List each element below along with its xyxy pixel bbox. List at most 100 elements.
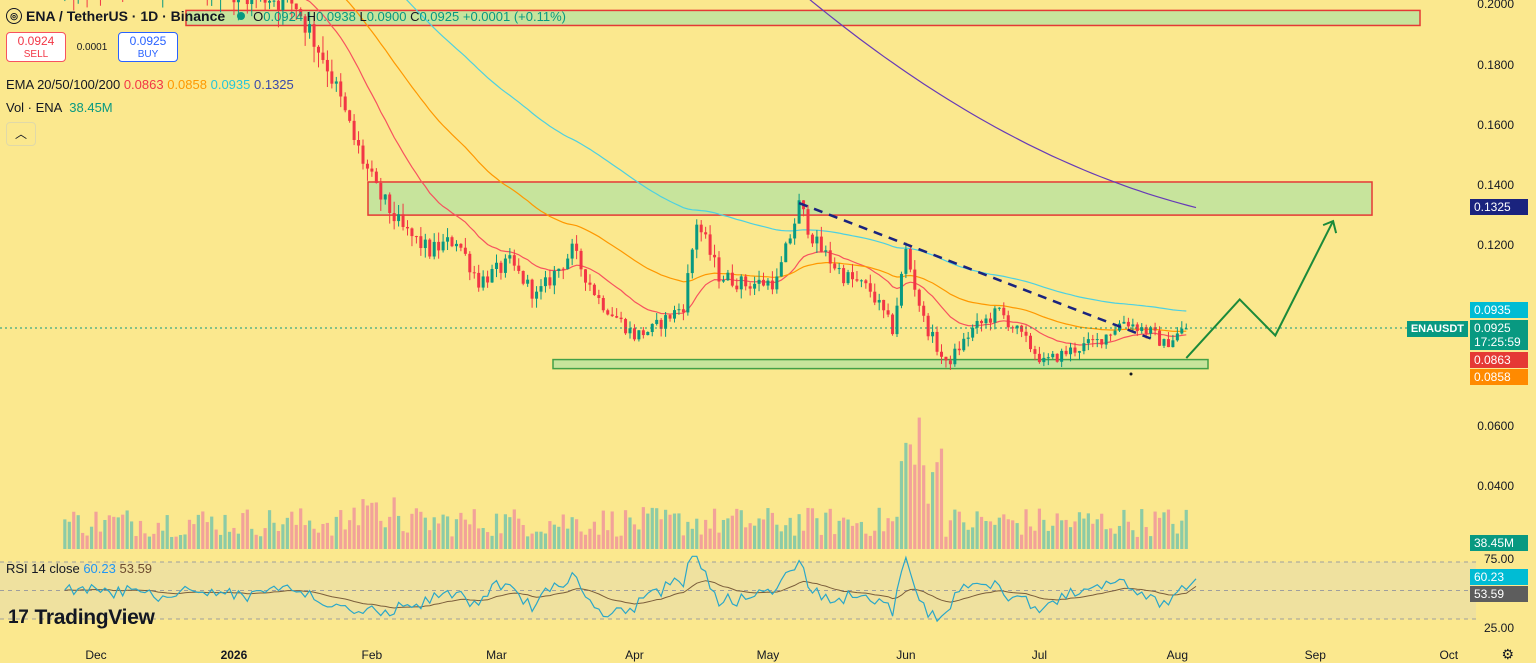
volume-bar (770, 512, 774, 549)
volume-bar (775, 524, 779, 549)
volume-bar (432, 517, 436, 549)
volume-bar (962, 522, 966, 549)
candles (64, 0, 1188, 370)
candle-body (628, 328, 632, 334)
volume-price-label: 38.45M (1470, 535, 1528, 551)
volume-bar (303, 525, 307, 549)
candle-body (1055, 353, 1059, 362)
candle-body (944, 356, 948, 361)
volume-bar (121, 514, 125, 549)
candle-body (980, 320, 984, 324)
volume-bar (548, 521, 552, 549)
volume-bar (214, 529, 218, 549)
volume-bar (1068, 527, 1073, 549)
candle-body (321, 52, 325, 60)
candle-body (303, 16, 307, 33)
volume-bar (494, 513, 499, 549)
ema20-line (305, 0, 1187, 346)
candle-body (343, 96, 347, 111)
volume-bar (130, 521, 134, 549)
candle-body (824, 250, 828, 252)
volume-bar (793, 535, 797, 549)
candle-body (1126, 321, 1130, 327)
volume-bar (944, 536, 948, 549)
volume-bar (490, 535, 494, 549)
candle-body (437, 241, 441, 251)
volume-bar (299, 508, 303, 549)
volume-bars (63, 417, 1188, 549)
candle-body (245, 0, 249, 5)
time-tick: Jun (896, 648, 916, 662)
candle-body (1064, 350, 1068, 355)
volume-bar (98, 531, 103, 549)
buy-button[interactable]: 0.0925 BUY (118, 32, 178, 62)
drawings (0, 201, 1476, 376)
time-tick: Dec (85, 648, 107, 662)
candle-body (325, 59, 329, 72)
volume-bar (356, 525, 361, 549)
volume-bar (388, 516, 392, 549)
candle-body (646, 331, 650, 336)
candle-body (1086, 339, 1090, 344)
sell-button[interactable]: 0.0924 SELL (6, 32, 66, 62)
volume-bar (107, 515, 111, 549)
ema-legend[interactable]: EMA 20/50/100/200 0.0863 0.0858 0.0935 0… (6, 77, 294, 92)
volume-bar (223, 514, 227, 549)
price-tick: 0.0600 (1477, 418, 1514, 433)
volume-bar (579, 531, 583, 549)
rsi-legend[interactable]: RSI 14 close 60.23 53.59 (6, 561, 153, 576)
volume-bar (1171, 523, 1175, 549)
candle-body (334, 81, 338, 84)
volume-bar (873, 530, 877, 549)
volume-bar (165, 515, 169, 549)
candle-body (535, 291, 539, 299)
symbol-header[interactable]: ◎ ENA / TetherUS · 1D · Binance O0.0924 … (6, 6, 566, 26)
tradingview-logo[interactable]: 17 TradingView (8, 606, 155, 629)
volume-bar (717, 532, 721, 549)
candle-body (508, 255, 512, 259)
candle-body (940, 351, 943, 357)
candle-body (788, 238, 792, 244)
volume-bar (664, 509, 668, 549)
chevron-up-icon[interactable]: ︿ (6, 122, 36, 146)
candle-body (935, 331, 939, 352)
candle-body (988, 318, 992, 323)
time-tick: Feb (361, 648, 383, 662)
volume-bar (628, 517, 632, 549)
rsi-ma-label: 53.59 (1470, 586, 1528, 602)
zones-layer (185, 9, 1421, 370)
candle-body (481, 276, 485, 288)
volume-bar (566, 528, 570, 549)
volume-bar (1175, 533, 1179, 549)
volume-bar (183, 534, 187, 549)
zone-resistance (367, 181, 1373, 216)
candle-body (757, 279, 761, 284)
volume-bar (508, 517, 512, 549)
volume-bar (219, 534, 223, 549)
volume-bar (766, 508, 770, 549)
time-tick: Aug (1166, 648, 1189, 662)
candle-body (1015, 325, 1019, 329)
candle-body (917, 289, 921, 306)
volume-bar (178, 535, 183, 549)
candle-body (579, 250, 583, 270)
gear-icon[interactable]: ⚙ (1501, 646, 1514, 662)
volume-legend[interactable]: Vol · ENA 38.45M (6, 100, 113, 115)
volume-bar (259, 536, 263, 549)
volume-bar (276, 531, 281, 549)
candle-body (1011, 327, 1015, 329)
candle-body (637, 330, 641, 340)
volume-bar (948, 520, 952, 549)
volume-bar (975, 511, 979, 549)
candle-body (419, 236, 423, 249)
volume-bar (686, 521, 690, 549)
volume-bar (89, 526, 94, 549)
volume-bar (588, 528, 592, 549)
last-price-label: 0.0925 17:25:59 (1470, 320, 1528, 350)
candle-body (1104, 334, 1108, 345)
candle-body (397, 214, 401, 222)
candle-body (441, 241, 445, 251)
candle-body (570, 243, 574, 259)
candle-body (276, 0, 280, 10)
